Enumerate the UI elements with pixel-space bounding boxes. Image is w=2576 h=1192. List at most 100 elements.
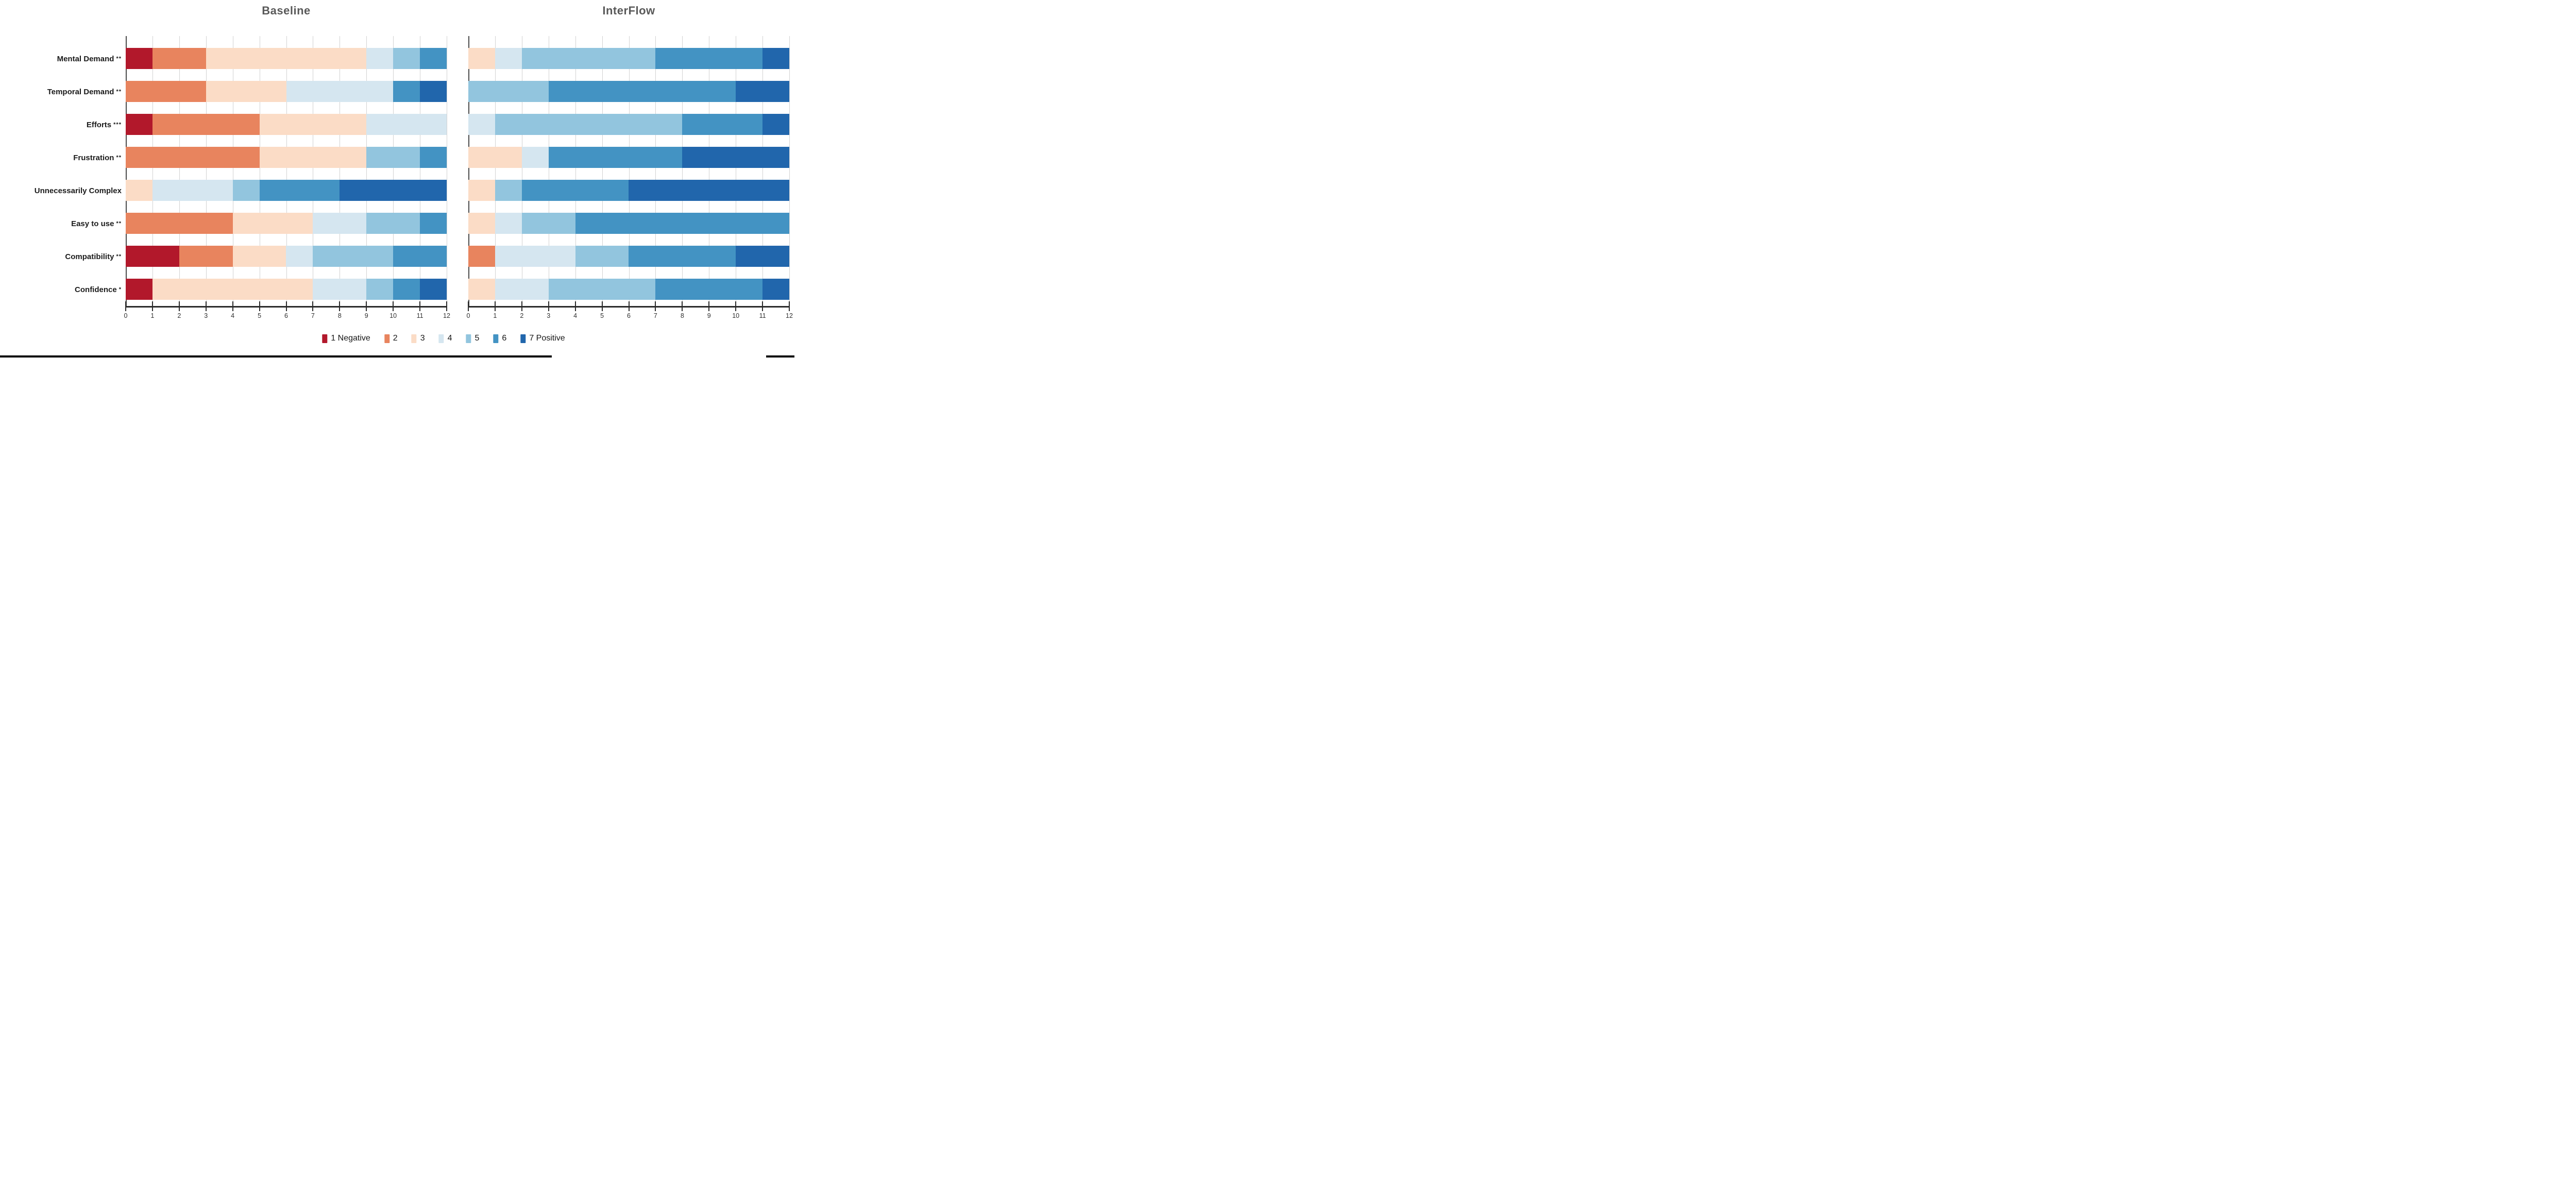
axis-tick: [521, 301, 522, 311]
axis-tick-label: 7: [653, 312, 657, 319]
gridline: [682, 36, 683, 306]
bar-segment: [682, 147, 789, 168]
gridline: [152, 36, 153, 306]
significance-stars: **: [116, 89, 122, 95]
bar-segment: [259, 180, 340, 201]
axis-tick-label: 0: [466, 312, 470, 319]
category-label-text: Compatibility: [65, 252, 114, 261]
axis-tick: [205, 301, 207, 311]
likert-comparison-figure: Mental Demand ** Temporal Demand ** Efforts *…: [0, 0, 794, 357]
category-label: Mental Demand **: [0, 42, 122, 75]
axis-tick-label: 7: [311, 312, 315, 319]
bar-row: [126, 174, 447, 207]
axis-tick: [494, 301, 496, 311]
significance-stars: ***: [113, 122, 122, 128]
axis-tick: [232, 301, 233, 311]
bar-segment: [126, 279, 152, 300]
bar-segment: [126, 147, 260, 168]
axis-tick: [548, 301, 549, 311]
legend-label: 7 Positive: [529, 334, 565, 343]
significance-stars: **: [116, 220, 122, 227]
legend-swatch: [520, 334, 526, 343]
panel-title-baseline: Baseline: [262, 4, 311, 17]
axis-tick-label: 12: [443, 312, 450, 319]
bar-segment: [629, 180, 789, 201]
bar-segment: [126, 48, 152, 69]
interflow-plot: [468, 36, 790, 306]
bar-row: [468, 207, 789, 240]
axis-tick-label: 12: [786, 312, 793, 319]
bar-segment: [366, 147, 420, 168]
bar-row: [468, 273, 789, 306]
bar-segment: [468, 147, 522, 168]
significance-stars: **: [116, 56, 122, 62]
bar-segment: [393, 81, 420, 102]
legend-swatch: [493, 334, 499, 343]
bar-segment: [736, 246, 789, 267]
bar-segment: [420, 213, 447, 234]
bar-rows: [468, 42, 789, 306]
stacked-bar: [468, 279, 789, 300]
bar-segment: [468, 213, 495, 234]
axis-tick: [789, 301, 790, 311]
bar-segment: [629, 246, 736, 267]
bar-segment: [179, 246, 233, 267]
bar-segment: [495, 213, 522, 234]
gridline: [495, 36, 496, 306]
bar-segment: [468, 114, 495, 135]
bar-segment: [152, 279, 313, 300]
axis-tick: [393, 301, 394, 311]
bar-segment: [126, 246, 179, 267]
bar-segment: [232, 246, 286, 267]
legend-swatch: [466, 334, 471, 343]
bar-segment: [152, 114, 260, 135]
stacked-bar: [468, 246, 789, 267]
bar-segment: [495, 246, 575, 267]
axis-tick-label: 5: [258, 312, 262, 319]
bottom-border-right: [766, 355, 794, 357]
bar-segment: [206, 48, 367, 69]
legend-item: 6: [493, 334, 506, 343]
bar-segment: [126, 180, 152, 201]
axis-tick-label: 5: [600, 312, 604, 319]
axis-tick: [655, 301, 656, 311]
bar-segment: [259, 147, 367, 168]
axis-tick-label: 10: [732, 312, 740, 319]
axis-tick-label: 1: [150, 312, 155, 319]
stacked-bar: [468, 180, 789, 201]
axis-tick: [708, 301, 710, 311]
bar-segment: [420, 48, 447, 69]
axis-tick-label: 1: [493, 312, 497, 319]
axis-tick: [178, 301, 180, 311]
bar-row: [126, 207, 447, 240]
category-label: Easy to use **: [0, 207, 122, 240]
bar-segment: [575, 246, 629, 267]
axis-tick-label: 11: [759, 312, 766, 319]
axis-tick-label: 9: [707, 312, 711, 319]
bar-segment: [495, 279, 549, 300]
bar-segment: [393, 48, 420, 69]
baseline-plot: [126, 36, 447, 306]
bar-segment: [126, 114, 152, 135]
gridline: [286, 36, 287, 306]
category-label: Compatibility **: [0, 240, 122, 273]
axis-tick: [735, 301, 737, 311]
bar-segment: [521, 48, 656, 69]
bar-segment: [575, 213, 789, 234]
axis-tick: [366, 301, 367, 311]
bar-segment: [468, 48, 495, 69]
axis-tick: [285, 301, 287, 311]
category-label-text: Easy to use: [71, 219, 114, 228]
stacked-bar: [468, 48, 789, 69]
bar-segment: [340, 180, 447, 201]
bar-segment: [286, 246, 313, 267]
baseline-panel: Baseline 0 1 2 3 4 5 6 7 8 9 10 11 12: [124, 0, 450, 357]
bar-row: [468, 75, 789, 108]
axis-tick: [628, 301, 630, 311]
axis-tick-label: 2: [520, 312, 524, 319]
gridline: [629, 36, 630, 306]
interflow-panel: InterFlow 0 1 2 3 4 5 6 7 8 9 10 11 12: [467, 0, 793, 357]
bar-segment: [232, 213, 313, 234]
axis-tick-label: 11: [416, 312, 423, 319]
stacked-bar: [126, 81, 447, 102]
